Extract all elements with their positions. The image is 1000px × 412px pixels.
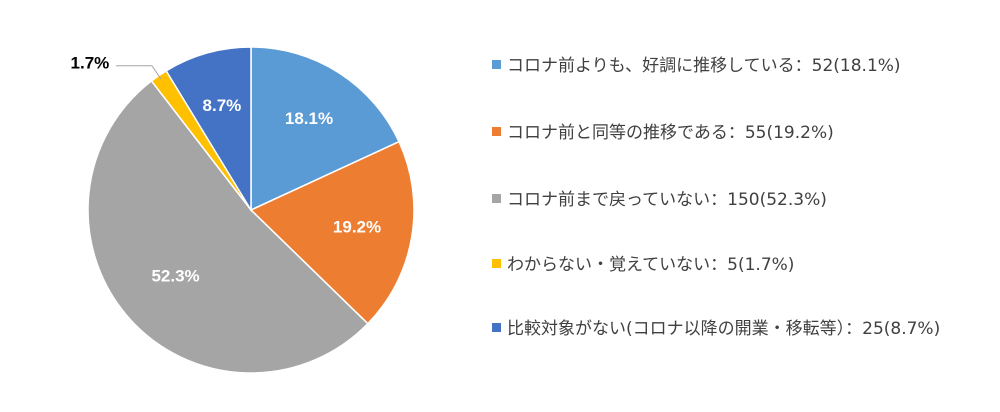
data-label-0: 18.1% (285, 109, 333, 128)
data-label-3: 1.7% (71, 53, 110, 72)
legend-swatch-3 (492, 259, 501, 268)
legend-item-2: コロナ前まで戻っていない：150(52.3%) (492, 186, 977, 215)
data-label-2: 52.3% (151, 267, 199, 286)
data-label-1: 19.2% (333, 218, 381, 237)
leader-line-3 (116, 66, 161, 79)
legend-swatch-4 (492, 323, 501, 332)
legend-item-0: コロナ前よりも、好調に推移している：52(18.1%) (492, 52, 977, 81)
legend-swatch-0 (492, 60, 501, 69)
legend-label-4: 比較対象がない(コロナ以降の開業・移転等）：25(8.7%) (507, 315, 947, 344)
legend-label-1: コロナ前と同等の推移である：55(19.2%) (507, 119, 977, 148)
legend-label-3: わからない・覚えていない：5(1.7%) (507, 251, 977, 280)
legend-item-4: 比較対象がない(コロナ以降の開業・移転等）：25(8.7%) (492, 315, 947, 344)
legend-label-0: コロナ前よりも、好調に推移している：52(18.1%) (507, 52, 977, 81)
legend-swatch-2 (492, 194, 501, 203)
legend-item-1: コロナ前と同等の推移である：55(19.2%) (492, 119, 977, 148)
pie-slices (88, 47, 414, 373)
legend-swatch-1 (492, 127, 501, 136)
legend-item-3: わからない・覚えていない：5(1.7%) (492, 251, 977, 280)
leader-lines (116, 66, 161, 79)
legend-label-2: コロナ前まで戻っていない：150(52.3%) (507, 186, 977, 215)
data-label-4: 8.7% (203, 96, 242, 115)
